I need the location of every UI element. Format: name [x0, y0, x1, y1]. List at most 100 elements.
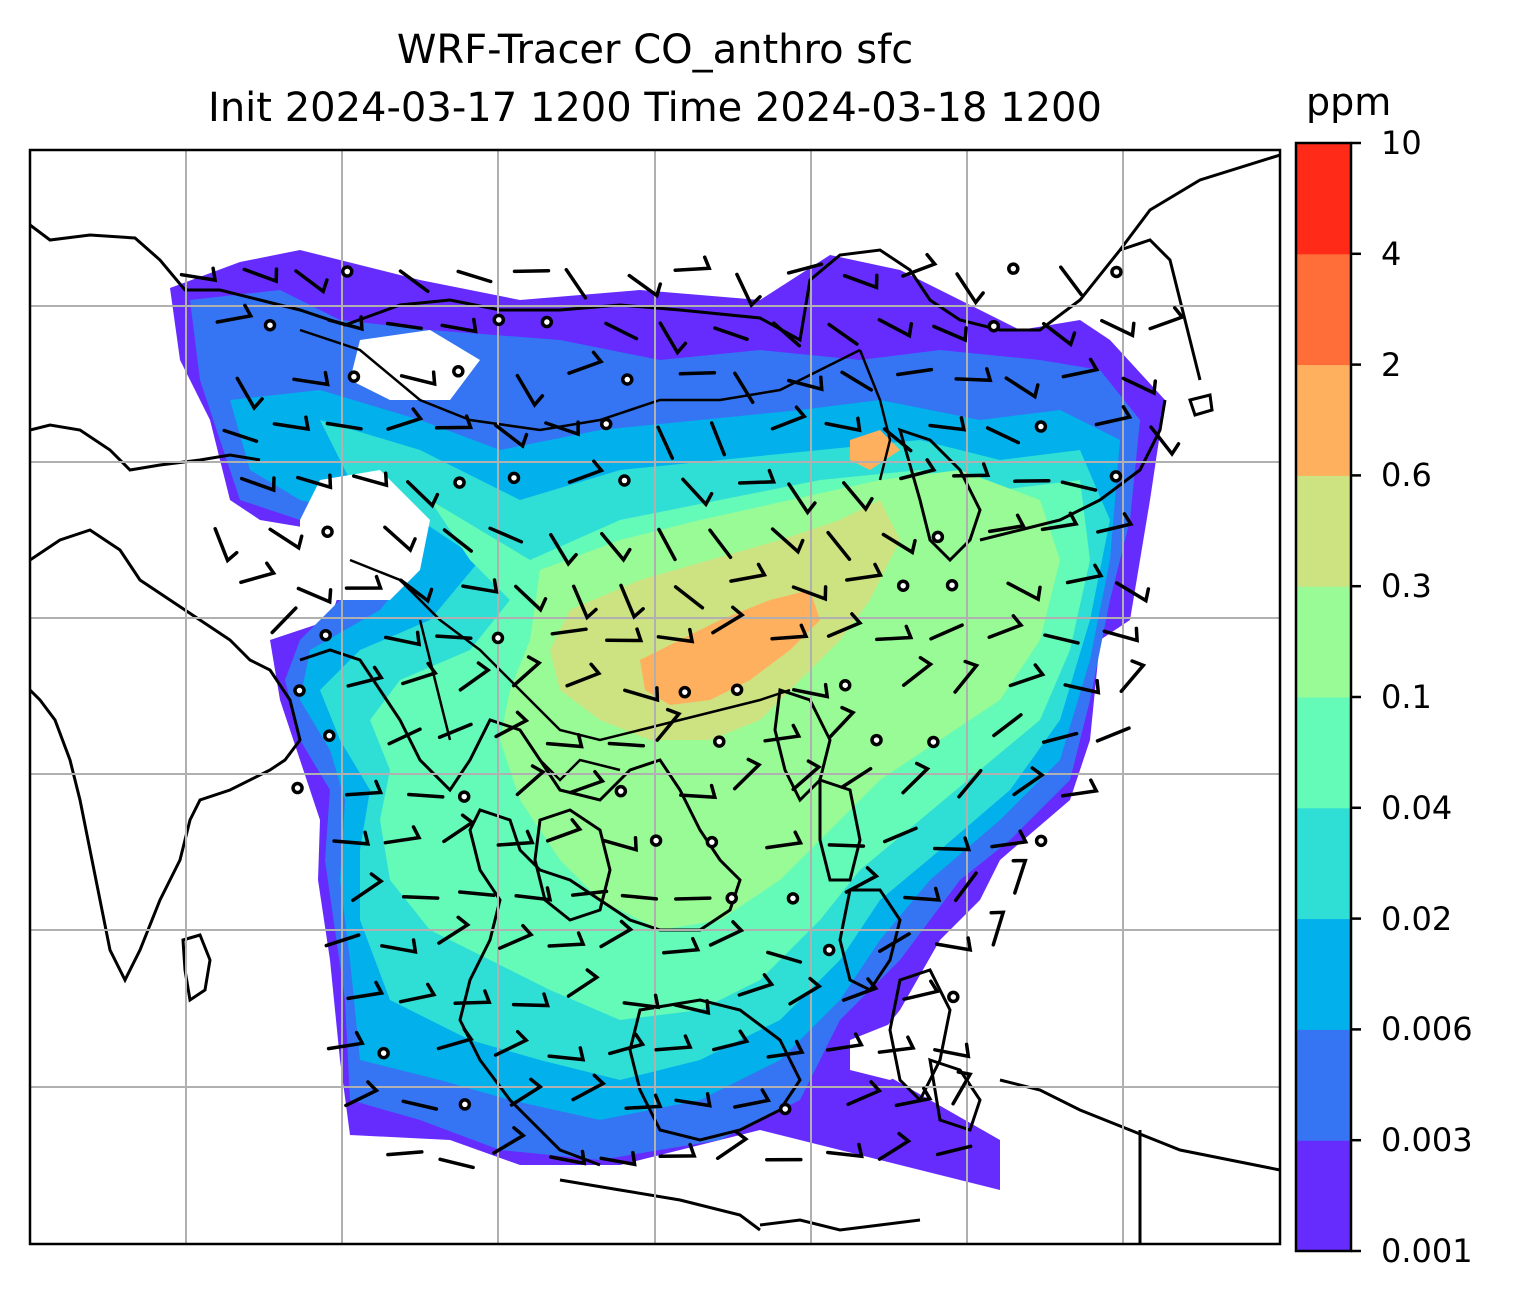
wind-barb [401, 661, 439, 686]
wind-barb [845, 562, 884, 582]
colorbar-units: ppm [1306, 80, 1392, 124]
wind-barb [496, 829, 535, 847]
wind-barb [737, 468, 777, 485]
wind-barb [662, 936, 701, 955]
wind-barb [711, 605, 746, 635]
field-06b [850, 430, 900, 470]
wind-barb [1115, 581, 1151, 604]
colorbar-tick-label: 2 [1381, 345, 1402, 384]
wind-barb [877, 318, 914, 339]
wind-barb [770, 405, 808, 431]
wind-barb [568, 769, 606, 795]
field-gap-2 [350, 330, 480, 400]
wind-barb [498, 923, 534, 950]
calm-wind-marker [263, 318, 277, 332]
wind-barb [985, 426, 1021, 445]
calm-wind-marker [1034, 834, 1048, 848]
wind-barb [673, 999, 711, 1016]
wind-barb [1041, 731, 1079, 744]
wind-barb [1094, 405, 1133, 427]
wind-barb [547, 931, 586, 948]
wind-barb [987, 614, 1024, 639]
wind-barb [933, 1042, 971, 1059]
calm-wind-marker [1034, 420, 1048, 433]
wind-barb [844, 866, 880, 894]
wind-barb [877, 1035, 916, 1054]
colorbar-tick-label: 0.02 [1381, 899, 1453, 938]
wind-barb [708, 528, 733, 560]
calm-wind-marker [725, 891, 738, 905]
wind-barb [515, 764, 546, 797]
wind-barb [1060, 778, 1099, 798]
wind-barb [565, 662, 602, 688]
wind-barbs [179, 252, 1186, 1170]
wind-barb [384, 630, 422, 647]
wind-barb [990, 829, 1029, 849]
wind-barb [955, 272, 985, 306]
wind-barb [658, 1142, 697, 1159]
wind-barb [792, 682, 830, 699]
wind-barb [515, 373, 545, 408]
wind-barb [564, 267, 588, 300]
wind-barb [242, 267, 279, 284]
colorbar-segment [1296, 1029, 1351, 1141]
wind-barb [545, 818, 583, 843]
wind-barb [437, 722, 473, 740]
wind-barb [953, 871, 978, 903]
wind-barb [1148, 306, 1186, 331]
colorbar-segment [1296, 475, 1351, 587]
wind-barb [566, 968, 600, 998]
wind-barb [1041, 321, 1077, 348]
calm-wind-marker [291, 781, 304, 795]
wind-barb [840, 766, 873, 789]
calm-wind-marker [927, 735, 940, 749]
wind-barb [332, 830, 371, 846]
wind-barb [492, 1126, 527, 1155]
wind-barb [600, 531, 632, 563]
wind-barb [292, 370, 330, 387]
wind-barb [787, 375, 824, 392]
wind-barb [957, 768, 983, 799]
wind-barb [571, 1073, 607, 1102]
wind-barb [825, 1032, 864, 1052]
wind-barb [401, 895, 440, 900]
wind-barb [493, 1029, 530, 1057]
wind-barb [765, 830, 804, 850]
wind-barb [398, 982, 437, 1004]
chart-title-line-2: Init 2024-03-17 1200 Time 2024-03-18 120… [208, 85, 1102, 131]
wind-barb [398, 578, 434, 604]
calm-wind-marker [987, 319, 1001, 333]
wind-barb [1100, 318, 1136, 338]
wind-barb [824, 416, 862, 433]
colorbar-tick-label: 0.1 [1381, 678, 1432, 716]
wind-barb [932, 324, 968, 343]
wind-barb [894, 1086, 933, 1108]
map-frame [28, 148, 1282, 1246]
wind-barb [928, 416, 967, 432]
wind-barb [1043, 633, 1080, 645]
wind-barb [620, 893, 659, 901]
calm-wind-marker [492, 313, 506, 327]
wind-barb [901, 761, 931, 795]
wind-barb [386, 1150, 424, 1157]
wind-barb [674, 1092, 712, 1108]
wind-barb [658, 321, 688, 356]
wind-barb [571, 584, 598, 621]
wind-barb [623, 686, 660, 703]
wind-barb [407, 792, 445, 799]
wind-barb [344, 1080, 380, 1108]
calm-wind-marker [458, 1098, 472, 1111]
wind-barb [549, 532, 578, 567]
wind-barb [791, 585, 828, 602]
wind-barb [842, 481, 874, 513]
wind-barb [735, 272, 762, 309]
wind-barb [827, 705, 856, 740]
wind-barb [729, 562, 768, 583]
wind-barb [953, 659, 980, 694]
wind-barb [827, 843, 866, 848]
wind-barb [327, 315, 364, 332]
wind-barb [570, 889, 609, 897]
calm-wind-marker [323, 729, 336, 742]
wind-barb [386, 407, 424, 431]
